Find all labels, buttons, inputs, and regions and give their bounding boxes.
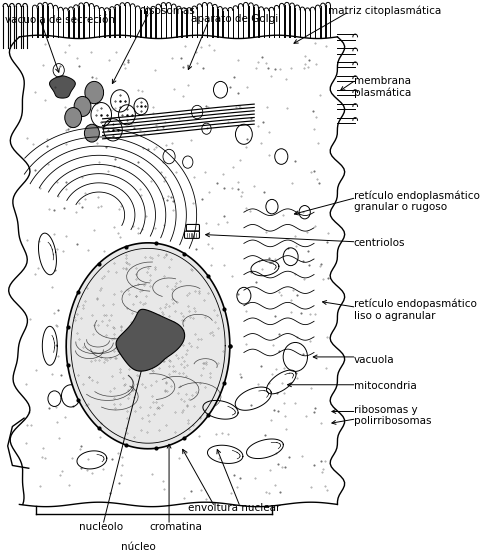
Text: retículo endopasmático
liso o agranular: retículo endopasmático liso o agranular <box>354 299 476 321</box>
Text: nucleolo: nucleolo <box>79 522 124 532</box>
Circle shape <box>283 248 298 266</box>
Polygon shape <box>66 243 230 449</box>
Circle shape <box>48 391 61 406</box>
Text: membrana
plasmática: membrana plasmática <box>354 76 411 98</box>
Polygon shape <box>50 76 76 98</box>
Circle shape <box>299 205 310 219</box>
Text: centriolos: centriolos <box>354 238 406 248</box>
Text: ribosomas y
polirribosomas: ribosomas y polirribosomas <box>354 405 432 426</box>
Text: envoltura nuclear: envoltura nuclear <box>188 503 280 513</box>
Circle shape <box>62 385 80 407</box>
Text: matriz citoplasmática: matriz citoplasmática <box>328 6 441 16</box>
Text: vacuola de secreción: vacuola de secreción <box>6 15 116 25</box>
Text: lisosomas: lisosomas <box>143 6 195 16</box>
Text: vacuola: vacuola <box>354 355 395 365</box>
Circle shape <box>84 124 100 142</box>
Text: núcleo: núcleo <box>122 542 156 552</box>
Circle shape <box>214 81 228 98</box>
Circle shape <box>74 97 91 117</box>
Circle shape <box>111 410 124 426</box>
Text: cromatina: cromatina <box>150 522 203 532</box>
Circle shape <box>283 343 308 372</box>
Circle shape <box>65 108 82 128</box>
Text: aparato de Golgi: aparato de Golgi <box>191 13 278 23</box>
Text: retículo endoplasmático
granular o rugoso: retículo endoplasmático granular o rugos… <box>354 190 480 212</box>
Circle shape <box>85 81 103 104</box>
Circle shape <box>275 149 288 165</box>
Polygon shape <box>116 309 184 371</box>
Circle shape <box>237 287 251 304</box>
Circle shape <box>266 199 278 214</box>
Circle shape <box>236 124 252 145</box>
Text: mitocondria: mitocondria <box>354 382 416 391</box>
